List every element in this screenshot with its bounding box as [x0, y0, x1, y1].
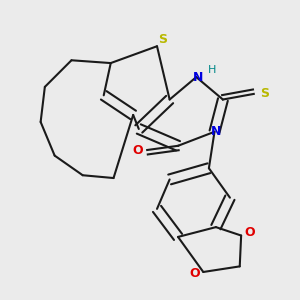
Text: O: O	[132, 143, 143, 157]
Text: N: N	[193, 70, 203, 84]
Text: S: S	[158, 33, 167, 46]
Text: H: H	[208, 65, 216, 75]
Text: N: N	[211, 125, 221, 138]
Text: O: O	[190, 267, 200, 280]
Text: O: O	[244, 226, 255, 239]
Text: S: S	[260, 87, 269, 101]
